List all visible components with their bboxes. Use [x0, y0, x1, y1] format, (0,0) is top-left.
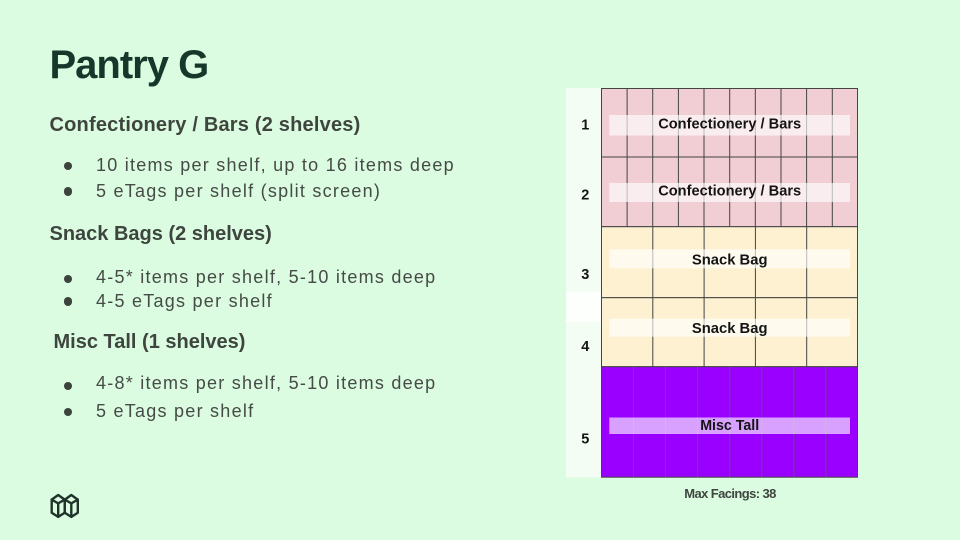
svg-text:Snack Bag: Snack Bag	[692, 251, 768, 268]
svg-text:3: 3	[581, 267, 589, 283]
svg-text:Misc Tall: Misc Tall	[700, 417, 759, 434]
svg-text:Snack Bag: Snack Bag	[692, 320, 768, 337]
svg-text:Confectionery / Bars: Confectionery / Bars	[658, 183, 801, 200]
svg-text:4: 4	[581, 339, 589, 355]
svg-text:5: 5	[581, 432, 589, 448]
svg-text:1: 1	[581, 118, 589, 134]
svg-text:Confectionery / Bars: Confectionery / Bars	[658, 115, 801, 132]
svg-text:2: 2	[581, 188, 589, 204]
